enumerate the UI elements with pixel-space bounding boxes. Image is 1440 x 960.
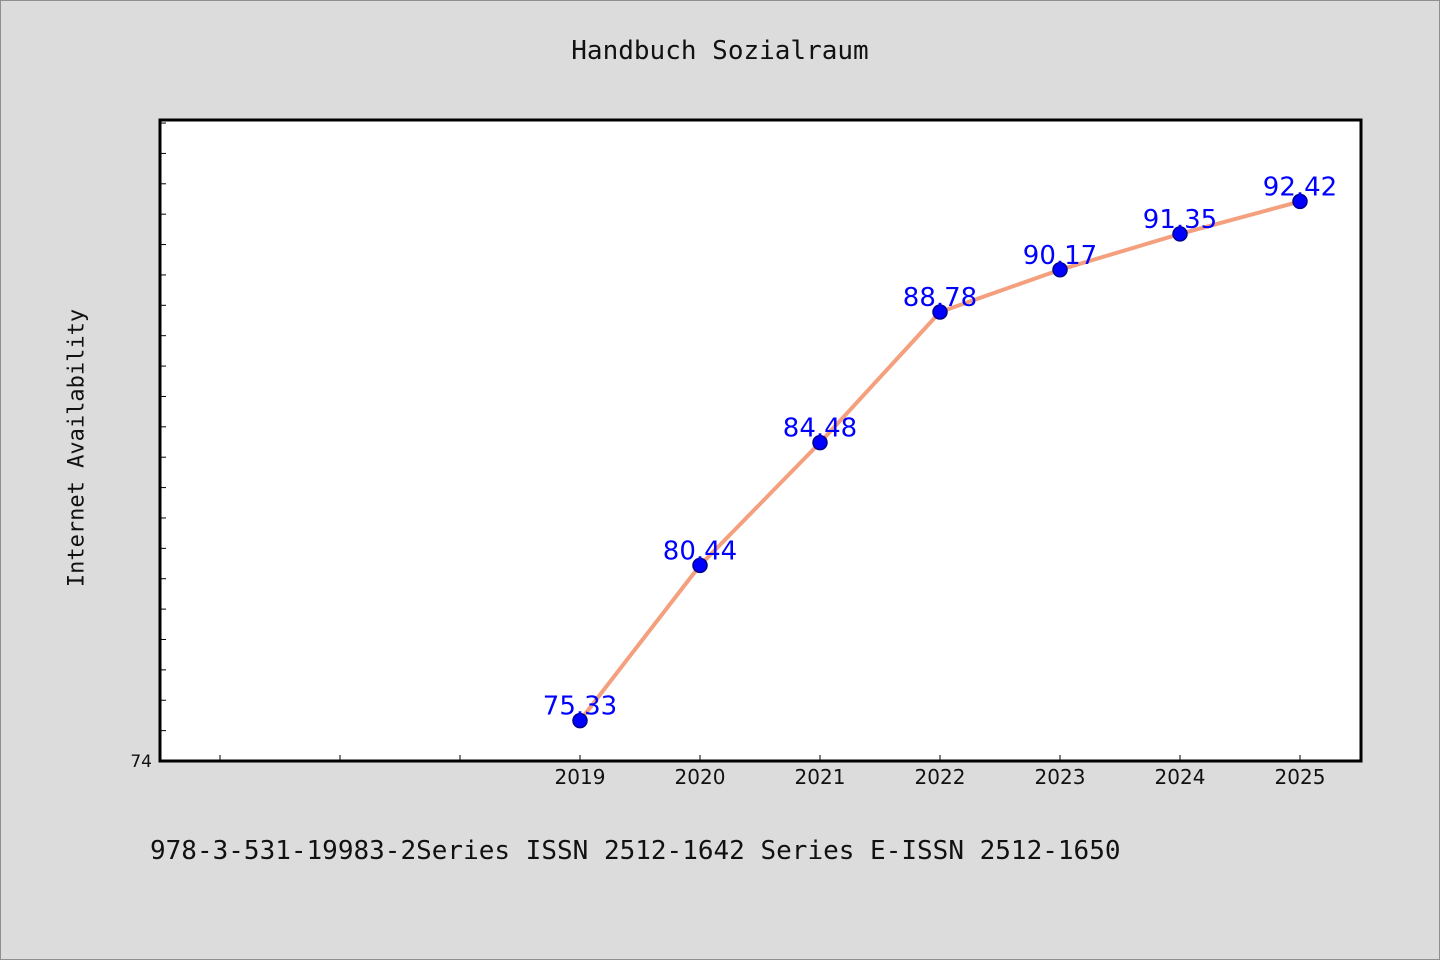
data-value-labels: 75.33 80.44 84.48 88.78 90.17 91.35 92.42 <box>543 172 1337 721</box>
data-value-label: 92.42 <box>1263 172 1337 202</box>
data-point <box>692 557 708 574</box>
plot-area <box>158 118 1363 763</box>
x-axis-ticks <box>219 755 1301 761</box>
data-value-label: 75.33 <box>543 692 617 722</box>
y-axis-tick-labels: 74 <box>130 752 152 772</box>
data-value-label: 84.48 <box>783 414 857 444</box>
x-tick-label: 2022 <box>915 765 966 789</box>
y-axis-ticks <box>160 122 166 732</box>
x-tick-label: 2023 <box>1035 765 1086 789</box>
chart-title: Handbuch Sozialraum <box>571 36 869 66</box>
data-value-label: 88.78 <box>903 283 977 313</box>
x-tick-label: 2021 <box>795 765 846 789</box>
x-tick-label: 2020 <box>675 765 726 789</box>
isbn-issn-footer: 978-3-531-19983-2Series ISSN 2512-1642 S… <box>150 836 1121 866</box>
data-point <box>1052 262 1068 278</box>
data-value-label: 90.17 <box>1023 241 1097 271</box>
data-value-label: 80.44 <box>663 536 737 566</box>
data-point <box>1292 193 1308 210</box>
data-point <box>572 712 588 729</box>
x-axis-tick-labels: 2019 2020 2021 2022 2023 2024 2025 <box>555 765 1326 789</box>
data-point <box>932 304 948 320</box>
data-value-label: 91.35 <box>1143 205 1217 235</box>
data-points <box>572 193 1308 729</box>
y-tick-label: 74 <box>130 752 152 772</box>
x-tick-label: 2019 <box>555 765 606 789</box>
x-tick-label: 2025 <box>1275 765 1326 789</box>
x-tick-label: 2024 <box>1155 765 1206 789</box>
data-point <box>812 434 828 451</box>
data-point <box>1172 226 1188 242</box>
